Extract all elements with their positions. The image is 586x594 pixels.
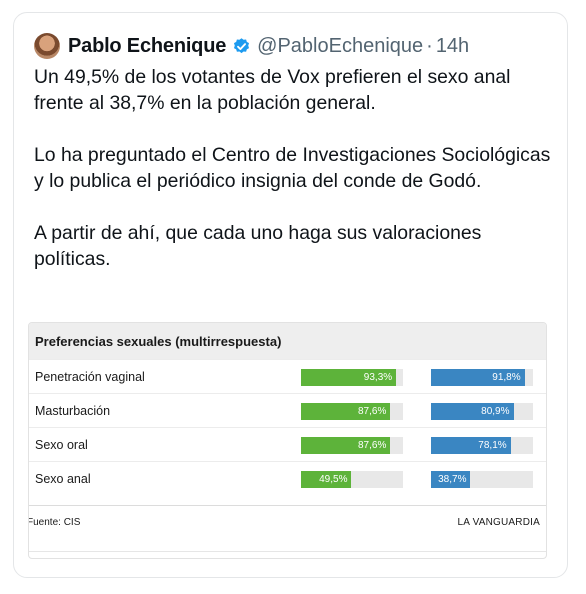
divider [29,551,546,552]
table-title: Preferencias sexuales (multirrespuesta) [29,323,546,359]
general-bar-track: 38,7% [431,471,533,488]
general-bar-track: 80,9% [431,403,533,420]
display-name[interactable]: Pablo Echenique [68,34,227,57]
vox-bar: 93,3% [301,369,397,386]
verified-badge-icon [234,37,250,53]
general-bar: 80,9% [431,403,514,420]
table-row: Sexo anal 49,5% 38,7% [29,461,546,495]
general-bar: 91,8% [431,369,525,386]
row-label: Sexo oral [35,438,88,452]
general-bar-track: 91,8% [431,369,533,386]
row-label: Sexo anal [35,472,91,486]
vox-bar: 87,6% [301,403,391,420]
vox-bar-track: 87,6% [301,437,403,454]
tweet-paragraph: Lo ha preguntado el Centro de Investigac… [34,144,551,192]
embedded-image-table[interactable]: Preferencias sexuales (multirrespuesta) … [28,322,547,559]
timestamp[interactable]: 14h [435,34,470,57]
table-row: Masturbación 87,6% 80,9% [29,393,546,427]
general-bar: 38,7% [431,471,471,488]
table-footer: Fuente: CIS LA VANGUARDIA [28,505,546,539]
brand-label: LA VANGUARDIA [457,517,540,528]
vox-bar-track: 49,5% [301,471,403,488]
tweet-text: Un 49,5% de los votantes de Vox prefiere… [34,64,554,272]
avatar[interactable] [34,33,60,59]
vox-bar: 49,5% [301,471,352,488]
row-label: Penetración vaginal [35,370,145,384]
general-bar: 78,1% [431,437,511,454]
general-bar-track: 78,1% [431,437,533,454]
tweet-paragraph: Un 49,5% de los votantes de Vox prefiere… [34,66,511,114]
vox-bar-track: 93,3% [301,369,403,386]
vox-bar-track: 87,6% [301,403,403,420]
user-handle[interactable]: @PabloEchenique [257,34,424,57]
table-row: Sexo oral 87,6% 78,1% [29,427,546,461]
tweet-paragraph: A partir de ahí, que cada uno haga sus v… [34,222,482,270]
tweet-header: Pablo Echenique @PabloEchenique · 14h [34,33,469,59]
source-label: Fuente: CIS [28,517,81,528]
row-label: Masturbación [35,404,111,418]
separator-dot: · [426,34,433,57]
table-row: Penetración vaginal 93,3% 91,8% [29,359,546,393]
vox-bar: 87,6% [301,437,391,454]
